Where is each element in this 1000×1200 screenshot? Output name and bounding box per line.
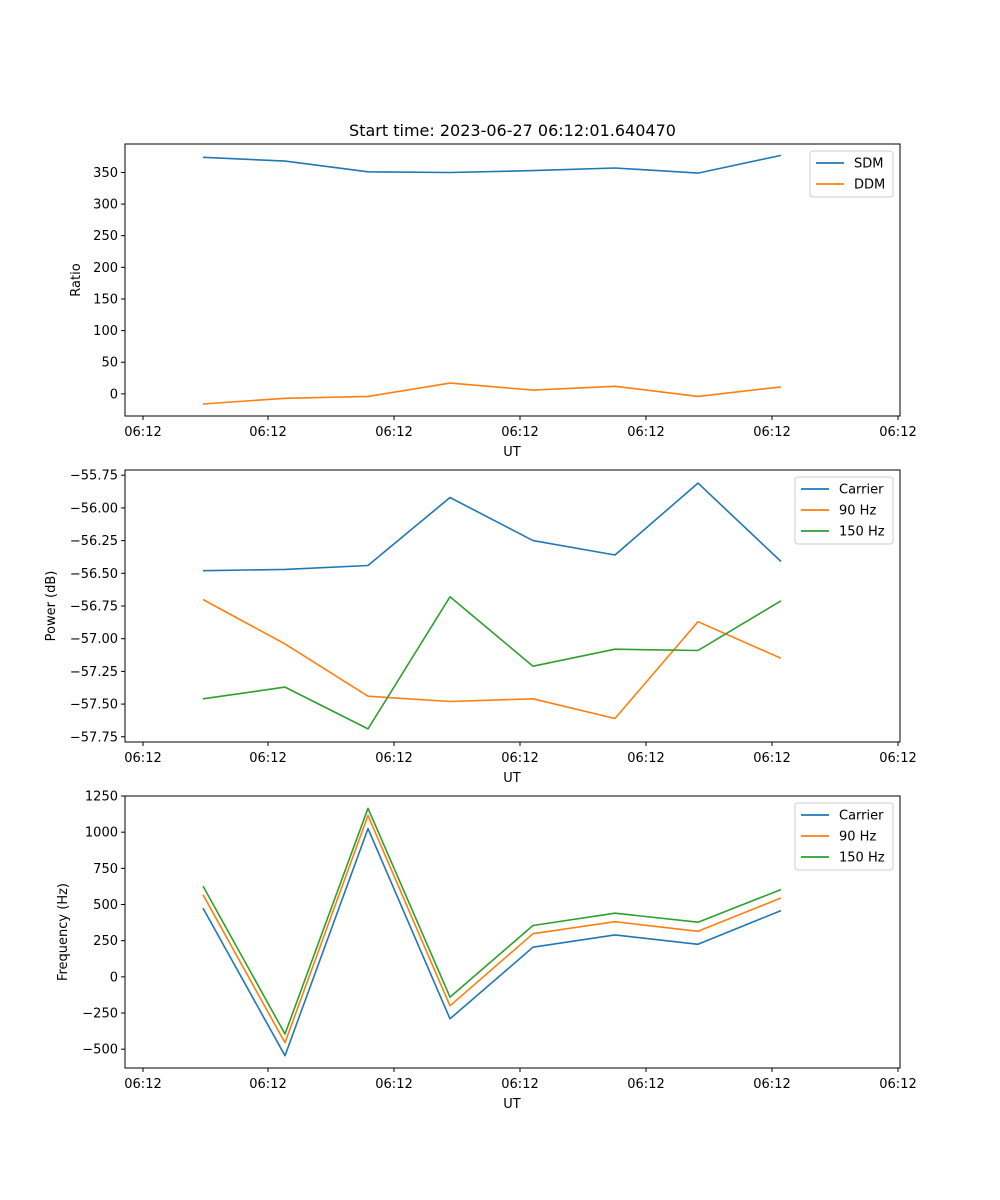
x-axis-label: UT: [503, 445, 521, 460]
y-axis-label: Power (dB): [44, 571, 59, 642]
axes-frame: [124, 143, 901, 417]
x-tick-label: 06:12: [249, 751, 286, 766]
legend-label: SDM: [854, 157, 883, 172]
y-tick-label: −56.75: [70, 600, 118, 615]
y-tick-label: 150: [93, 292, 118, 307]
y-axis-label: Ratio: [69, 263, 84, 296]
y-tick-label: −57.75: [70, 730, 118, 745]
x-tick-label: 06:12: [753, 1077, 790, 1092]
panel-3: 06:12 06:12 06:12 06:12 06:12 06:12 06:12 −500 −…: [56, 790, 917, 1113]
x-tick-label: 06:12: [124, 751, 161, 766]
x-axis-label: UT: [503, 771, 521, 786]
x-tick-label: 06:12: [879, 1077, 916, 1092]
x-tick-label: 06:12: [249, 1077, 286, 1092]
y-tick-label: 200: [93, 261, 118, 276]
y-tick-label: 1250: [85, 790, 118, 805]
x-tick-label: 06:12: [753, 425, 790, 440]
y-tick-label: −500: [82, 1043, 118, 1058]
legend-label: 150 Hz: [839, 851, 885, 866]
legend-label: DDM: [854, 178, 885, 193]
y-tick-label: −56.50: [70, 567, 118, 582]
series-line-ddm: [202, 382, 782, 405]
x-tick-label: 06:12: [124, 1077, 161, 1092]
axes-frame: [124, 469, 901, 743]
x-tick-label: 06:12: [501, 751, 538, 766]
y-tick-label: −56.25: [70, 534, 118, 549]
y-tick-label: −56.00: [70, 501, 118, 516]
y-tick-label: −250: [82, 1007, 118, 1022]
x-tick-label: 06:12: [375, 425, 412, 440]
y-tick-label: −57.25: [70, 665, 118, 680]
legend-label: Carrier: [839, 809, 884, 824]
chart-title: Start time: 2023-06-27 06:12:01.640470: [349, 121, 676, 140]
legend-box: [794, 802, 894, 871]
y-tick-label: 350: [93, 166, 118, 181]
series-line-90-hz: [202, 814, 782, 1044]
legend: Carrier 90 Hz 150 Hz: [794, 476, 894, 545]
legend-label: 90 Hz: [839, 504, 876, 519]
legend-label: 150 Hz: [839, 525, 885, 540]
x-tick-label: 06:12: [753, 751, 790, 766]
x-tick-label: 06:12: [879, 425, 916, 440]
series-line-90-hz: [202, 598, 782, 720]
y-tick-label: −57.50: [70, 698, 118, 713]
x-tick-label: 06:12: [375, 1077, 412, 1092]
y-tick-label: −57.00: [70, 632, 118, 647]
x-tick-label: 06:12: [627, 751, 664, 766]
y-tick-label: 300: [93, 198, 118, 213]
y-tick-label: 250: [93, 229, 118, 244]
axes-frame: [124, 795, 901, 1069]
legend: Carrier 90 Hz 150 Hz: [794, 802, 894, 871]
series-line-carrier: [202, 482, 782, 572]
y-tick-label: 100: [93, 324, 118, 339]
x-tick-label: 06:12: [627, 1077, 664, 1092]
x-axis-label: UT: [503, 1097, 521, 1112]
series-line-carrier: [202, 827, 782, 1057]
legend-label: Carrier: [839, 483, 884, 498]
y-axis-label: Frequency (Hz): [56, 883, 71, 981]
y-tick-label: −55.75: [70, 469, 118, 484]
panel-2: 06:12 06:12 06:12 06:12 06:12 06:12 06:12 −57.7…: [44, 469, 917, 786]
legend: SDM DDM: [809, 150, 894, 198]
x-tick-label: 06:12: [879, 751, 916, 766]
y-tick-label: 1000: [85, 826, 118, 841]
y-tick-label: 0: [110, 387, 118, 402]
y-tick-label: 0: [110, 970, 118, 985]
y-tick-label: 50: [101, 356, 118, 371]
legend-label: 90 Hz: [839, 830, 876, 845]
y-tick-label: 750: [93, 862, 118, 877]
y-tick-label: 500: [93, 898, 118, 913]
x-tick-label: 06:12: [249, 425, 286, 440]
series-line-sdm: [202, 154, 782, 174]
y-tick-label: 250: [93, 934, 118, 949]
x-tick-label: 06:12: [501, 425, 538, 440]
series-line-150-hz: [202, 807, 782, 1035]
x-tick-label: 06:12: [124, 425, 161, 440]
series-line-150-hz: [202, 595, 782, 730]
x-tick-label: 06:12: [501, 1077, 538, 1092]
x-tick-label: 06:12: [375, 751, 412, 766]
legend-box: [794, 476, 894, 545]
panel-1: 06:12 06:12 06:12 06:12 06:12 06:12 06:12 0 50 10…: [69, 143, 917, 460]
x-tick-label: 06:12: [627, 425, 664, 440]
